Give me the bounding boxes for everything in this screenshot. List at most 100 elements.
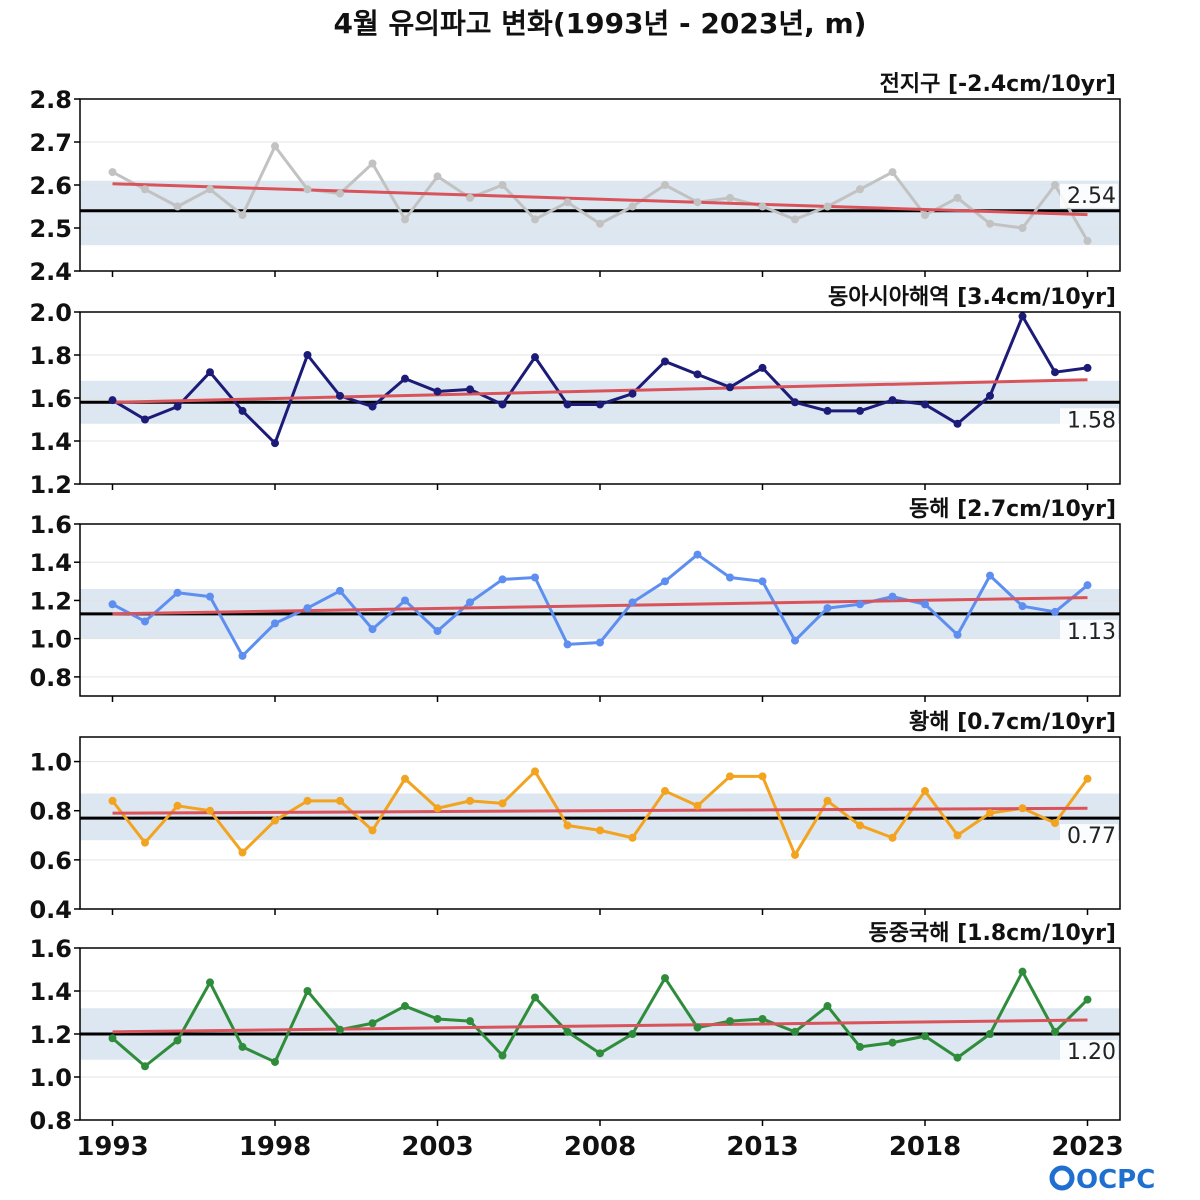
- data-point: [596, 826, 604, 835]
- data-point: [271, 142, 279, 151]
- trend-line: [112, 182, 1088, 217]
- data-point: [856, 406, 864, 415]
- data-point: [1018, 804, 1027, 813]
- data-point: [726, 772, 734, 781]
- data-point: [921, 211, 929, 220]
- data-point: [596, 638, 604, 647]
- y-tick-label: 1.6: [29, 511, 72, 539]
- data-point: [1083, 995, 1092, 1004]
- trend-line: [112, 378, 1088, 404]
- y-tick-label: 1.2: [29, 1021, 72, 1049]
- data-point: [206, 185, 214, 194]
- panel-frame: [79, 311, 1121, 485]
- y-tick-label: 2.6: [29, 172, 72, 200]
- data-point: [108, 1034, 117, 1043]
- data-point: [303, 351, 312, 359]
- data-point: [498, 400, 507, 409]
- data-point: [726, 193, 734, 202]
- data-point: [141, 617, 149, 626]
- data-point: [368, 826, 377, 835]
- x-tick-label: 1993: [76, 1132, 148, 1162]
- data-point: [303, 796, 312, 805]
- panel-title: 황해 [0.7cm/10yr]: [909, 710, 1116, 735]
- std-band: [80, 180, 1120, 246]
- data-point: [823, 202, 832, 211]
- data-point: [986, 391, 994, 400]
- y-tick-label: 2.5: [29, 215, 72, 243]
- mean-value-label: 0.77: [1067, 824, 1116, 849]
- panel-3: 0.8 1.0 1.2 1.4 1.6 1.13 동해 [2.7cm/10yr]: [29, 497, 1121, 702]
- data-point: [1083, 774, 1092, 783]
- panel-frame: [79, 98, 1121, 272]
- data-point: [661, 357, 669, 366]
- data-point: [498, 799, 507, 808]
- data-point: [628, 389, 637, 398]
- data-point: [271, 619, 279, 628]
- data-point: [401, 215, 409, 224]
- data-point: [531, 353, 539, 362]
- y-tick-label: 1.2: [29, 587, 72, 615]
- y-tick-label: 0.6: [29, 847, 72, 875]
- data-point: [596, 400, 604, 409]
- y-tick-label: 1.0: [29, 626, 72, 654]
- data-point: [856, 821, 864, 830]
- data-point: [466, 193, 474, 202]
- data-point: [823, 1002, 832, 1011]
- panel-title: 동아시아해역 [3.4cm/10yr]: [828, 285, 1116, 310]
- y-tick-label: 1.0: [29, 749, 72, 777]
- data-point: [888, 833, 897, 842]
- data-point: [173, 402, 182, 411]
- x-axis: 1993 1998 2003 2008 2013 2018 2023: [76, 1132, 1123, 1162]
- y-tick-label: 1.6: [29, 385, 72, 413]
- data-point: [1018, 312, 1027, 321]
- data-point: [206, 592, 214, 601]
- data-point: [661, 787, 669, 796]
- data-point: [238, 211, 247, 220]
- data-point: [563, 400, 572, 409]
- data-point: [238, 1042, 247, 1051]
- mean-value-label: 1.20: [1067, 1040, 1116, 1065]
- data-point: [303, 185, 312, 194]
- data-point: [401, 774, 409, 783]
- x-tick-label: 2023: [1051, 1132, 1123, 1162]
- data-point: [856, 1042, 864, 1051]
- data-point: [953, 831, 962, 840]
- y-tick-label: 1.0: [29, 1064, 72, 1092]
- data-point: [953, 419, 962, 428]
- data-point: [238, 651, 247, 660]
- data-point: [368, 625, 377, 634]
- data-point: [141, 1062, 149, 1071]
- data-point: [238, 848, 247, 857]
- data-point: [693, 1023, 702, 1032]
- data-point: [498, 575, 507, 584]
- data-point: [661, 181, 669, 189]
- x-tick-label: 2008: [564, 1132, 636, 1162]
- mean-label-bg: [1060, 408, 1118, 433]
- data-point: [271, 1057, 279, 1066]
- data-point: [953, 1053, 962, 1062]
- data-point: [628, 598, 637, 607]
- data-point: [791, 1027, 799, 1036]
- ocpc-logo: OCPC: [1049, 1165, 1155, 1195]
- data-point: [108, 600, 117, 609]
- data-point: [1051, 368, 1059, 377]
- data-point: [336, 796, 344, 805]
- data-point: [986, 809, 994, 818]
- data-point: [921, 1032, 929, 1041]
- data-point: [141, 838, 149, 847]
- data-point: [563, 1027, 572, 1036]
- data-point: [888, 396, 897, 405]
- data-point: [368, 159, 377, 168]
- data-point: [336, 586, 344, 595]
- data-point: [433, 627, 442, 636]
- mean-value-label: 1.13: [1067, 620, 1116, 645]
- data-point: [141, 415, 149, 424]
- data-point: [108, 168, 117, 177]
- data-point: [791, 398, 799, 407]
- data-point: [498, 1051, 507, 1060]
- x-tick-label: 2013: [726, 1132, 798, 1162]
- data-point: [1051, 607, 1059, 616]
- data-point: [596, 219, 604, 228]
- panel-title: 동해 [2.7cm/10yr]: [909, 497, 1116, 522]
